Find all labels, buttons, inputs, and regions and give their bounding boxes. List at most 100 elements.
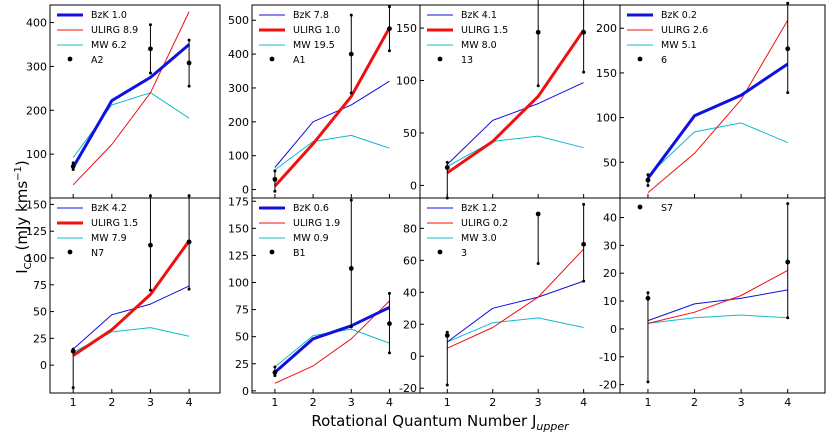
y-tick-label: 0 [242,184,249,197]
error-cap [187,287,191,291]
y-tick-label: 50 [235,331,249,344]
legend-label: S7 [661,203,673,214]
x-tick-label: 4 [186,396,193,409]
legend-label: MW 19.5 [293,40,335,51]
data-point [535,211,541,217]
series-line-bzk [274,80,390,168]
error-cap [786,91,790,95]
legend-label: ULIRG 1.0 [293,25,340,36]
legend-label: 13 [461,55,473,66]
y-tick-label: 150 [26,198,47,211]
x-tick-label: 4 [386,396,393,409]
x-tick-label: 1 [644,396,651,409]
panel-frame [419,197,621,394]
data-point [186,239,192,245]
y-tick-label: 400 [26,17,47,30]
y-tick-label: 100 [228,277,249,290]
legend-label: MW 3.0 [461,233,497,244]
legend-label: A2 [91,55,104,66]
data-point [387,26,392,32]
y-tick-label: 20 [603,267,617,280]
y-tick-label: 40 [603,212,617,225]
panel-B1: 0 25 50 75 100 125 150 175 1 2 3 4 BzK 0.6 ULIRG 1.9 M… [228,195,421,409]
series-line-bzk [71,43,191,169]
y-tick-label: 300 [26,60,47,73]
error-cap [71,386,75,390]
error-cap [582,202,586,206]
series-line-bzk [447,280,584,343]
data-point [785,46,791,52]
data-point [581,241,587,247]
y-tick-label: 200 [26,104,47,117]
y-tick-label: 10 [603,295,617,308]
x-tick-label: 3 [147,396,154,409]
panel-13: 0 50 100 150 BzK 4.1 ULIRG 1.5 MW 8.0 13 [396,0,621,200]
y-tick-label: 50 [33,306,47,319]
error-cap [349,198,353,202]
series-line-mw [72,92,190,158]
x-tick-label: 1 [444,396,451,409]
y-tick-label: 150 [228,222,249,235]
legend-label: ULIRG 1.9 [293,218,340,229]
error-cap [445,383,449,387]
data-point [148,242,153,248]
error-cap [786,316,790,320]
y-tick-label: 0 [40,359,47,372]
x-tick-label: 3 [738,396,745,409]
data-point [148,46,153,52]
x-tick-label: 2 [310,396,317,409]
legend-label: BzK 0.6 [293,203,329,214]
y-tick-label: 150 [596,67,617,80]
y-tick-label: 0 [410,179,417,192]
panel-frame [419,4,621,199]
error-cap [387,291,391,295]
data-point [535,29,541,35]
panel-A2: 100 200 300 400 BzK 1.0 ULIRG 8.9 MW 6.2 A2 [26,4,221,199]
x-tick-label: 4 [784,396,791,409]
legend-label: BzK 4.2 [91,203,127,214]
legend-point-marker [637,56,643,62]
series-line-ulirg [72,240,191,357]
legend-point-marker [67,249,73,255]
y-tick-label: 20 [403,318,417,331]
legend-label: ULIRG 2.6 [661,25,708,36]
y-tick-label: 150 [396,22,417,35]
legend-label: B1 [293,248,306,259]
panel-frame [619,197,826,394]
data-point [387,321,392,327]
data-point [444,165,450,170]
data-point [70,348,76,354]
error-cap [786,1,790,5]
y-tick-label: 100 [26,252,47,265]
legend-point-marker [269,56,275,62]
y-tick-label: 100 [396,75,417,88]
series-line-ulirg [273,26,391,188]
error-cap [786,202,790,206]
error-cap [273,374,277,378]
panel-frame [619,4,826,199]
y-tick-label: 50 [403,127,417,140]
error-cap [387,5,391,9]
series-line-bzk [647,289,788,322]
error-cap [148,194,152,198]
error-cap [536,262,540,266]
series-line-bzk [273,306,391,374]
error-cap [273,189,277,193]
legend-label: ULIRG 1.5 [461,25,508,36]
legend-label: ULIRG 1.5 [91,218,138,229]
panel-S7: -20 -10 0 10 20 30 40 1 2 3 4 S7 [599,197,826,409]
data-point [70,164,76,169]
error-cap [349,91,353,95]
y-tick-label: 40 [403,286,417,299]
legend-label: 3 [461,248,467,259]
data-point [444,333,450,338]
y-tick-label: 25 [33,332,47,345]
error-cap [582,279,586,283]
x-tick-label: 2 [691,396,698,409]
x-tick-label: 2 [108,396,115,409]
series-line-mw [274,134,390,171]
series-line-mw [274,328,390,368]
data-point [348,51,354,57]
